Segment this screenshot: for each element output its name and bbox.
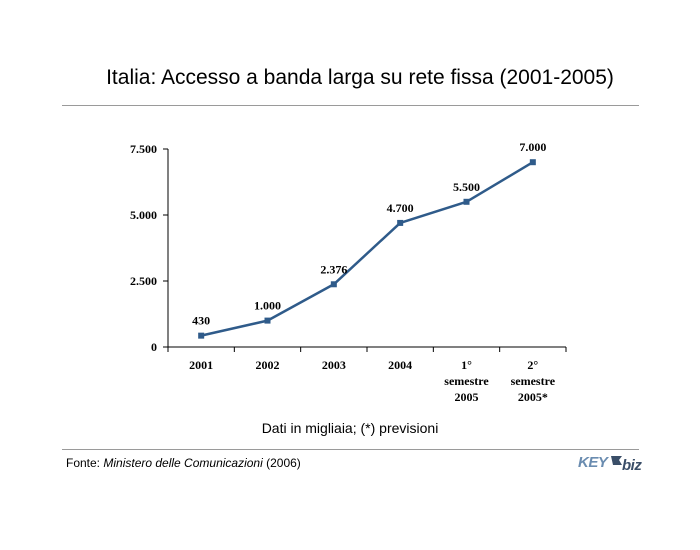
x-tick-label: 2° semestre 2005* (511, 358, 556, 404)
x-tick-label: 2004 (388, 358, 412, 372)
data-label: 2.376 (320, 262, 347, 276)
chart-note: Dati in migliaia; (*) previsioni (261, 420, 439, 436)
data-point (330, 281, 337, 288)
chart-title: Italia: Accesso a banda larga su rete fi… (106, 66, 614, 89)
y-tick-label: 0 (151, 340, 157, 354)
x-tick-label-line: 2003 (322, 358, 346, 372)
source-name: Ministero delle Comunicazioni (103, 456, 263, 470)
source-suffix: (2006) (262, 456, 301, 470)
series-line (200, 161, 534, 337)
source-prefix: Fonte: (66, 456, 104, 470)
data-point (529, 159, 536, 166)
x-tick-label-line: 2005* (518, 390, 548, 404)
data-label: 1.000 (254, 299, 281, 313)
data-label: 4.700 (387, 201, 414, 215)
x-tick-label-line: 2005 (455, 390, 479, 404)
data-point (397, 219, 404, 226)
x-tick-label-line: 2004 (388, 358, 412, 372)
y-tick-label: 2.500 (130, 274, 157, 288)
data-label: 430 (192, 314, 210, 328)
line-chart: 0 2.500 5.000 7.500 2001 2002 2003 2004 1° semest… (130, 140, 567, 404)
source-line: Fonte: Ministero delle Comunicazioni (20… (66, 456, 301, 470)
y-tick-label: 5.000 (130, 208, 157, 222)
x-tick-label: 2002 (256, 358, 280, 372)
logo-arrow-icon (611, 456, 622, 465)
logo-part-1: KEY (578, 454, 610, 471)
x-tick-label-line: 2001 (189, 358, 213, 372)
y-tick-label: 7.500 (130, 142, 157, 156)
x-tick-label: 2001 (189, 358, 213, 372)
footer-divider (62, 449, 639, 450)
x-tick-label-line: 2° (527, 358, 538, 372)
keybiz-logo: KEY biz (578, 454, 643, 474)
x-tick-label-line: semestre (511, 374, 556, 388)
data-point (198, 332, 205, 339)
x-tick-label: 2003 (322, 358, 346, 372)
chart-axes: 0 2.500 5.000 7.500 2001 2002 2003 2004 1° semest… (130, 142, 567, 404)
logo-part-2: biz (622, 457, 642, 474)
title-divider (62, 105, 639, 106)
x-tick-label-line: 1° (461, 358, 472, 372)
data-point (463, 198, 470, 205)
x-tick-label: 1° semestre 2005 (444, 358, 489, 404)
x-tick-label-line: 2002 (256, 358, 280, 372)
data-label: 5.500 (453, 180, 480, 194)
data-point (264, 317, 271, 324)
x-tick-label-line: semestre (444, 374, 489, 388)
data-label: 7.000 (519, 140, 546, 154)
chart-series: 430 1.000 2.376 4.700 5.500 7.000 (192, 140, 546, 339)
